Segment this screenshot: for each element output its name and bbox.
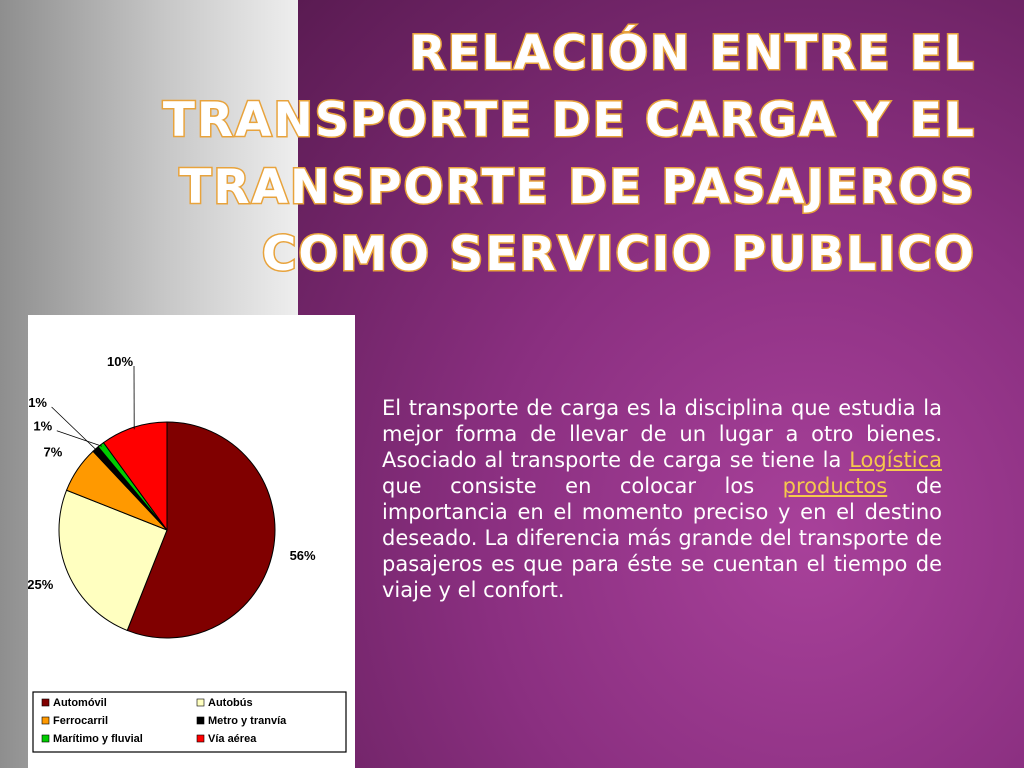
legend-label-automovil: Automóvil: [53, 697, 107, 709]
pie-leader-line-maritimo-y-fluvial: [56, 430, 103, 447]
pie-leader-line-metro-y-tranvia: [51, 406, 98, 451]
legend-swatch-maritimo-y-fluvial: [41, 734, 50, 743]
body-text-part-1: El transporte de carga es la disciplina …: [382, 396, 942, 472]
pie-slice-automovil: [126, 421, 276, 639]
pie-chart-card: 56% 25% 7% 1% 1% 10% Automóvil Autobús Ferrocar…: [28, 315, 355, 768]
legend-swatch-ferrocarril: [41, 716, 50, 725]
productos-link[interactable]: productos: [782, 474, 888, 498]
legend-label-ferrocarril: Ferrocarril: [53, 715, 108, 727]
slide-title: Relación entre el transporte de carga y …: [161, 25, 976, 284]
pie-slice-via-aerea: [102, 421, 168, 532]
legend-label-autobus: Autobús: [208, 697, 253, 709]
pie-label-automovil: 56%: [290, 548, 316, 563]
chart-legend-box: [32, 691, 347, 753]
pie-label-autobus: 25%: [28, 577, 54, 592]
pie-label-via-aerea: 10%: [107, 354, 133, 369]
pie-label-maritimo-y-fluvial: 1%: [33, 419, 52, 434]
body-text-part-3: de importancia en el momento preciso y e…: [382, 474, 942, 602]
body-paragraph: El transporte de carga es la disciplina …: [382, 395, 942, 603]
legend-swatch-automovil: [41, 698, 50, 707]
legend-swatch-via-aerea: [196, 734, 205, 743]
pie-slice-autobus: [58, 489, 168, 632]
legend-swatch-metro-y-tranvia: [196, 716, 205, 725]
purple-background-panel: [298, 0, 1024, 768]
pie-label-metro-y-tranvia: 1%: [28, 395, 47, 410]
logistica-link[interactable]: Logística: [849, 448, 942, 472]
pie-chart: 56% 25% 7% 1% 1% 10% Automóvil Autobús Ferrocar…: [28, 354, 347, 753]
legend-swatch-autobus: [196, 698, 205, 707]
legend-label-maritimo-y-fluvial: Marítimo y fluvial: [53, 733, 143, 745]
legend-label-metro-y-tranvia: Metro y tranvía: [208, 715, 287, 727]
body-text-part-2: que consiste en colocar los: [382, 474, 783, 498]
legend-label-via-aerea: Vía aérea: [208, 733, 257, 745]
pie-label-ferrocarril: 7%: [44, 444, 63, 459]
